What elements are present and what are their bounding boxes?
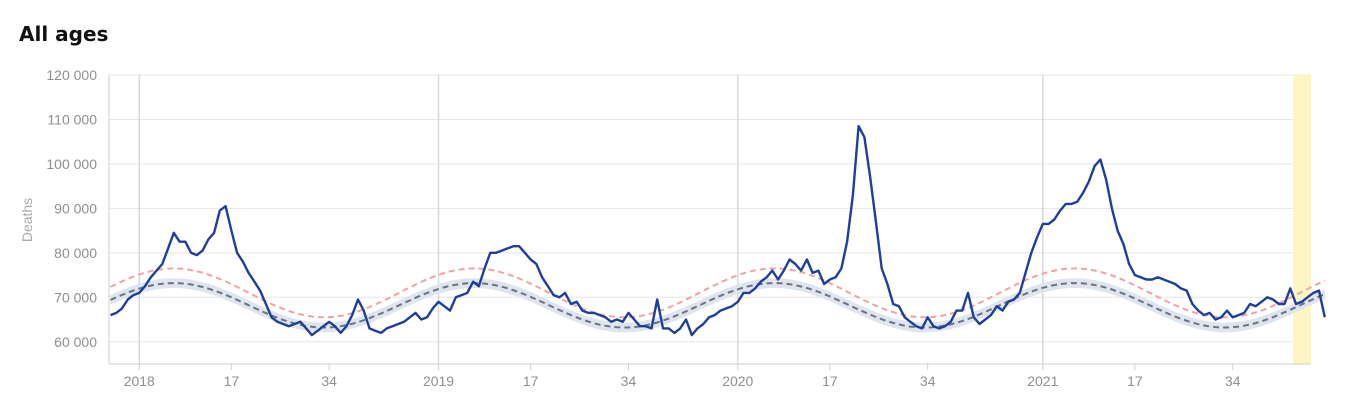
- x-tick-label: 34: [1225, 373, 1241, 389]
- series-lines: [110, 124, 1326, 337]
- upper-threshold-line: [110, 267, 1326, 319]
- y-tick-label: 100 000: [46, 156, 97, 172]
- x-tick-label: 34: [621, 373, 637, 389]
- x-tick-label: 17: [1127, 373, 1143, 389]
- x-tick-label: 2018: [124, 373, 155, 389]
- observed-deaths-line: [110, 124, 1326, 337]
- chart-title: All ages: [19, 22, 109, 46]
- x-tick-label: 17: [822, 373, 838, 389]
- y-tick-label: 90 000: [54, 200, 97, 216]
- baseline-line: [110, 282, 1326, 329]
- highlight-rect: [1293, 75, 1311, 364]
- x-tick-label: 17: [224, 373, 240, 389]
- y-tick-label: 80 000: [54, 245, 97, 261]
- x-axis-ticks: 2018 17 34 2019 17 34 2020 17 34 2021 17 34: [124, 373, 1241, 389]
- axes: [108, 75, 1311, 370]
- y-axis-label: Deaths: [19, 198, 35, 242]
- y-tick-label: 110 000: [47, 111, 97, 127]
- y-axis-ticks: 60 000 70 000 80 000 90 000 100 000 110 000 12…: [46, 67, 97, 350]
- y-tick-label: 60 000: [54, 334, 97, 350]
- x-tick-label: 17: [523, 373, 539, 389]
- x-tick-label: 2021: [1027, 373, 1058, 389]
- x-tick-label: 2019: [423, 373, 454, 389]
- y-tick-label: 70 000: [54, 289, 97, 305]
- y-tick-label: 120 000: [46, 67, 97, 83]
- x-tick-label: 34: [321, 373, 337, 389]
- x-tick-label: 2020: [722, 373, 753, 389]
- x-tick-label: 34: [920, 373, 936, 389]
- highlight-region: [1293, 75, 1311, 364]
